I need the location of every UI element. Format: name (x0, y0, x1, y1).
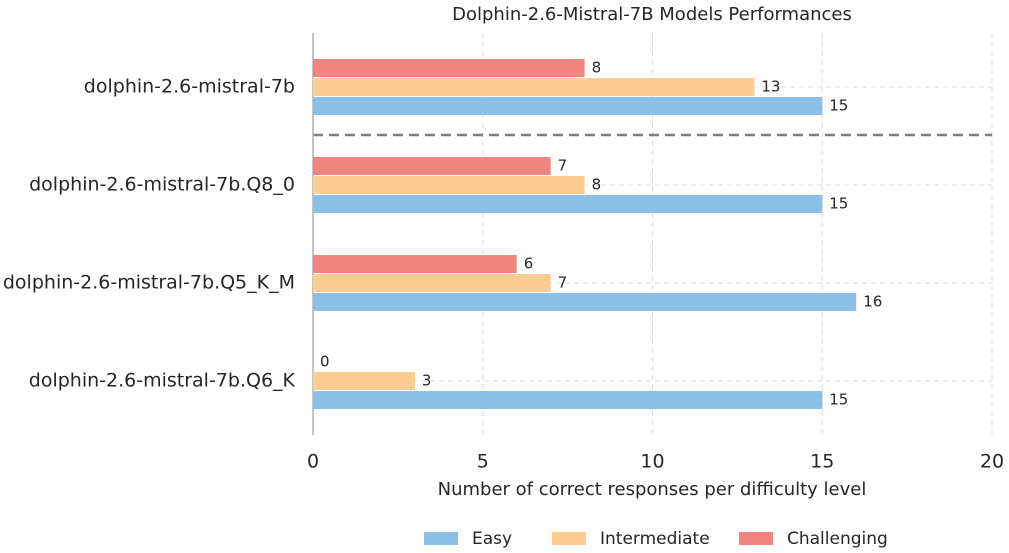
x-axis-label: Number of correct responses per difficul… (438, 479, 867, 500)
data-label: 3 (422, 372, 432, 390)
bar (313, 176, 585, 194)
data-label: 7 (558, 274, 568, 292)
data-label: 8 (592, 176, 602, 194)
y-tick-label: dolphin-2.6-mistral-7b (84, 76, 295, 98)
y-tick-label: dolphin-2.6-mistral-7b.Q6_K (29, 370, 296, 392)
y-tick-label: dolphin-2.6-mistral-7b.Q5_K_M (3, 272, 295, 294)
data-label: 7 (558, 157, 568, 175)
bar (313, 78, 755, 96)
legend-label: Intermediate (600, 529, 710, 549)
data-label: 0 (320, 353, 330, 371)
legend-swatch (739, 532, 773, 545)
bar (313, 391, 823, 409)
bar (313, 372, 415, 390)
data-label: 15 (829, 391, 848, 409)
bar (313, 97, 823, 115)
bar (313, 195, 823, 213)
data-label: 13 (761, 78, 780, 96)
x-tick-label: 10 (640, 451, 664, 473)
legend-label: Challenging (787, 529, 888, 549)
x-tick-label: 20 (980, 451, 1004, 473)
data-label: 6 (524, 255, 534, 273)
bar (313, 274, 551, 292)
bar (313, 59, 585, 77)
data-label: 16 (863, 293, 882, 311)
bar (313, 157, 551, 175)
data-label: 8 (592, 59, 602, 77)
bar (313, 255, 517, 273)
x-tick-label: 0 (307, 451, 319, 473)
bar (313, 293, 857, 311)
x-tick-label: 15 (810, 451, 834, 473)
legend-swatch (552, 532, 586, 545)
legend-swatch (424, 532, 458, 545)
data-label: 15 (829, 97, 848, 115)
y-tick-label: dolphin-2.6-mistral-7b.Q8_0 (29, 174, 295, 196)
data-label: 15 (829, 195, 848, 213)
legend-label: Easy (472, 529, 512, 549)
x-tick-label: 5 (477, 451, 489, 473)
chart-title: Dolphin-2.6-Mistral-7B Models Performanc… (452, 4, 852, 25)
